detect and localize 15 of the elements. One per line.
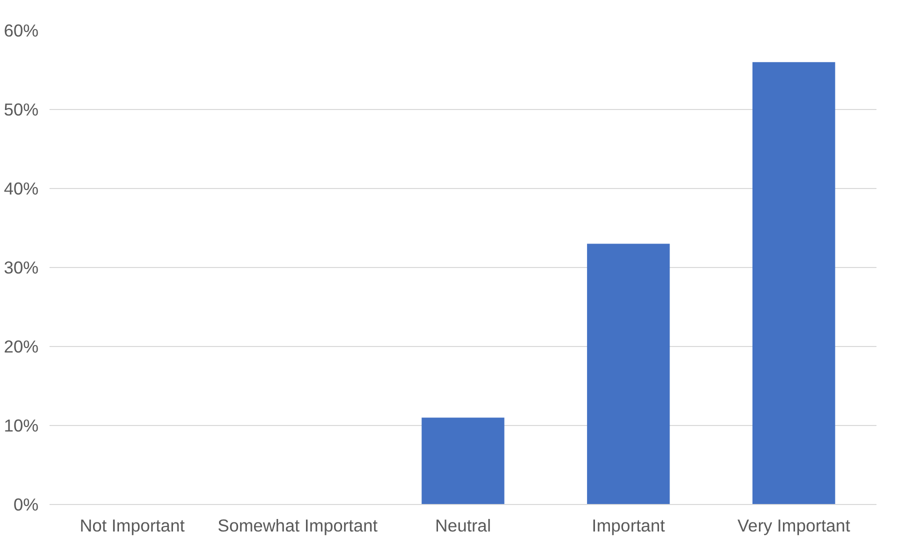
x-tick-label: Important — [592, 516, 666, 536]
y-tick-label: 40% — [4, 178, 39, 198]
bar — [422, 418, 504, 504]
bar — [587, 244, 670, 504]
y-tick-label: 10% — [4, 416, 39, 436]
x-tick-label: Not Important — [80, 516, 185, 536]
x-tick-label: Somewhat Important — [218, 516, 378, 536]
y-tick-label: 20% — [4, 336, 39, 356]
x-tick-label: Neutral — [435, 516, 491, 536]
y-tick-label: 0% — [13, 494, 38, 514]
y-tick-label: 50% — [4, 100, 39, 120]
y-tick-label: 60% — [4, 20, 39, 40]
x-tick-label: Very Important — [737, 516, 850, 536]
y-tick-label: 30% — [4, 258, 39, 278]
bar — [752, 62, 836, 504]
